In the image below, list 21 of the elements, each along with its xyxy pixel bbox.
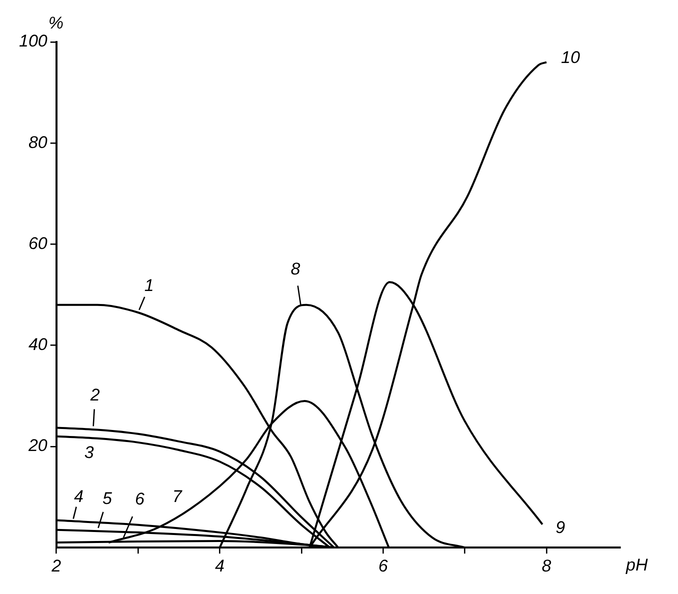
series-label: 6 — [134, 489, 145, 508]
series-label: 9 — [556, 518, 566, 538]
series-label: 8 — [290, 259, 301, 278]
series-label: 7 — [172, 486, 182, 506]
x-axis-title: pH — [625, 555, 648, 574]
series-label: 10 — [561, 48, 580, 67]
y-tick-label: 60 — [28, 234, 48, 253]
y-tick-label: 80 — [28, 132, 48, 152]
series-label: 2 — [89, 385, 100, 404]
y-tick-label: 40 — [28, 335, 48, 354]
x-tick-label: 8 — [542, 556, 552, 576]
y-tick-label: 20 — [27, 436, 48, 456]
y-tick-label: 100 — [18, 32, 48, 51]
y-axis-title: % — [48, 14, 64, 33]
series-label: 1 — [144, 276, 154, 296]
x-tick-label: 2 — [50, 556, 62, 576]
series-label: 3 — [84, 442, 94, 462]
x-tick-label: 4 — [215, 556, 224, 576]
series-label: 5 — [102, 488, 112, 508]
x-tick-label: 6 — [378, 556, 388, 576]
series-label: 4 — [74, 486, 84, 506]
